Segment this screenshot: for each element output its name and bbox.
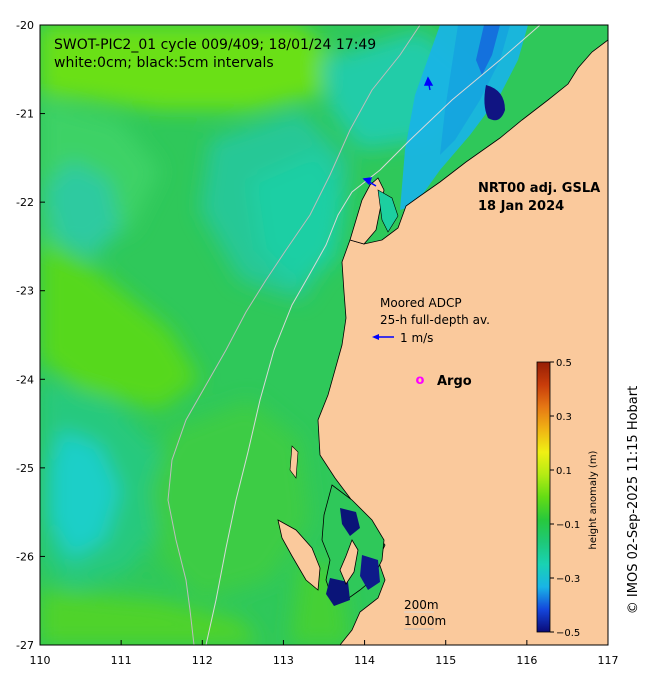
title-line-1: SWOT-PIC2_01 cycle 009/409; 18/01/24 17:… <box>54 37 376 53</box>
shark-bay-low-3 <box>326 578 350 606</box>
y-tick-label: -27 <box>16 639 34 652</box>
isobath-1000m <box>167 25 421 645</box>
exmouth-gulf <box>377 189 399 233</box>
land-mass <box>317 25 608 645</box>
x-tick-label: 117 <box>598 654 619 667</box>
y-tick-label: -24 <box>16 373 34 386</box>
north-west-cape <box>349 177 385 245</box>
x-tick-label: 116 <box>516 654 537 667</box>
colorbar-tick-label: 0.3 <box>556 412 572 423</box>
y-tick-label: -20 <box>16 19 34 32</box>
adcp-scale-label: 1 m/s <box>400 331 433 345</box>
x-tick-label: 112 <box>192 654 213 667</box>
colorbar-label: height anomaly (m) <box>588 450 599 549</box>
shark-bay-low-2 <box>360 555 380 590</box>
x-tick-label: 111 <box>111 654 132 667</box>
colorbar: 0.5 0.3 0.1 −0.1 −0.3 −0.5 height anomaly (m) <box>536 358 599 639</box>
y-axis: -20 -21 -22 -23 -24 -25 -26 -27 <box>16 19 45 652</box>
peron-peninsula <box>339 539 359 585</box>
plot-frame <box>39 24 609 646</box>
title-line-2: white:0cm; black:5cm intervals <box>54 55 274 71</box>
colorbar-tick-label: −0.3 <box>556 574 580 585</box>
product-date: 18 Jan 2024 <box>478 199 564 214</box>
y-tick-label: -26 <box>16 550 34 563</box>
isobath-200m-label: 200m <box>404 598 439 612</box>
x-tick-label: 114 <box>354 654 375 667</box>
velocity-vectors <box>362 76 434 187</box>
colorbar-tick-label: 0.5 <box>556 358 572 369</box>
y-tick-label: -25 <box>16 462 34 475</box>
x-tick-label: 110 <box>30 654 51 667</box>
adcp-label: Moored ADCP <box>380 296 462 310</box>
map-plot-area <box>40 25 608 645</box>
argo-symbol: o <box>416 373 425 388</box>
colorbar-scale <box>536 361 551 633</box>
swot-deep-eddy <box>484 85 505 121</box>
isobath-200m <box>205 25 541 645</box>
x-axis: 110 111 112 113 114 115 116 117 <box>30 640 619 667</box>
colorbar-tick-label: −0.5 <box>556 628 580 639</box>
colorbar-tick-label: 0.1 <box>556 466 572 477</box>
credit-text: © IMOS 02-Sep-2025 11:15 Hobart <box>626 386 641 614</box>
x-tick-label: 113 <box>273 654 294 667</box>
shark-bay-low <box>340 508 360 536</box>
x-tick-label: 115 <box>435 654 456 667</box>
swot-low-anomaly <box>476 25 500 75</box>
swot-swath-inner <box>440 25 510 155</box>
bernier-island <box>289 445 299 479</box>
y-tick-label: -22 <box>16 196 34 209</box>
isobath-1000m-label: 1000m <box>404 614 446 628</box>
y-tick-label: -23 <box>16 285 34 298</box>
colorbar-ticks: 0.5 0.3 0.1 −0.1 −0.3 −0.5 <box>550 358 580 639</box>
adcp-sublabel: 25-h full-depth av. <box>380 313 490 327</box>
colorbar-tick-label: −0.1 <box>556 520 580 531</box>
y-tick-label: -21 <box>16 108 34 121</box>
adcp-scale-arrowhead <box>372 334 379 340</box>
dirk-hartog-island <box>277 519 321 591</box>
argo-label: Argo <box>437 374 472 389</box>
product-label: NRT00 adj. GSLA <box>478 181 600 196</box>
